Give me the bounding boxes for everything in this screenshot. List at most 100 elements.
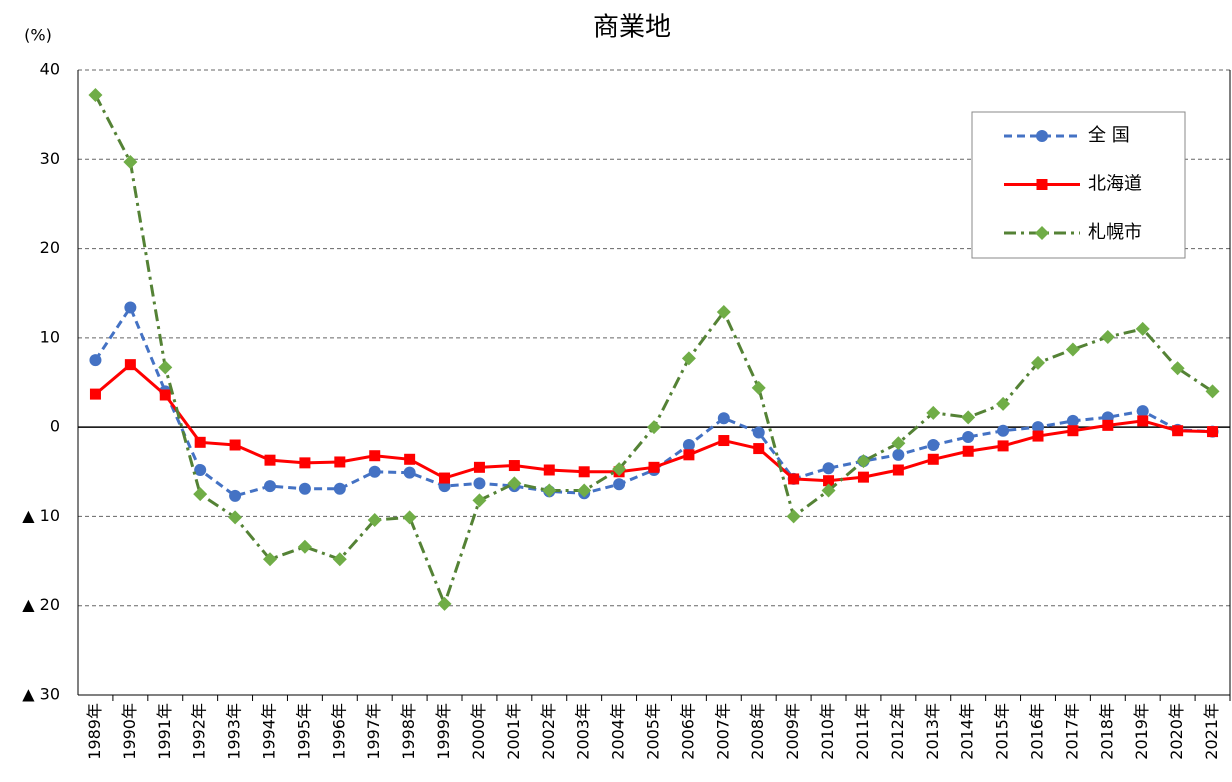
marker [752,426,765,439]
marker [996,396,1011,411]
y-tick-label: ▲ 30 [22,685,60,704]
marker [997,424,1010,437]
marker [542,483,557,498]
marker [194,464,207,476]
marker [334,456,346,468]
marker [229,489,242,502]
y-tick-label: 10 [40,327,60,346]
x-tick-label: 2005年 [644,703,663,760]
marker [159,389,171,401]
x-tick-label: 1998年 [399,703,418,760]
x-tick-label: 2020年 [1167,703,1186,760]
marker [927,439,940,451]
y-tick-label: ▲ 20 [22,595,60,614]
marker [228,510,243,525]
legend-marker [1036,130,1048,142]
marker [229,439,241,451]
marker [997,440,1009,452]
marker [404,453,416,465]
marker [578,466,590,478]
marker [1065,342,1080,357]
x-tick-label: 2016年 [1028,703,1047,760]
x-tick-label: 1993年 [225,703,244,760]
marker [508,460,520,472]
marker [1032,430,1044,442]
marker [1135,321,1150,336]
series [89,301,1219,502]
x-tick-label: 2021年 [1202,703,1221,760]
marker [822,462,835,475]
marker [1100,329,1115,344]
marker [1137,415,1149,427]
x-tick-label: 1999年 [434,703,453,760]
y-tick-label: ▲ 10 [22,506,60,525]
x-tick-label: 2014年 [958,703,977,760]
marker [299,457,311,469]
marker [962,445,974,457]
legend-label: 全 国 [1088,125,1130,146]
marker [264,454,276,466]
marker [647,420,661,435]
marker [648,461,660,473]
marker [856,454,871,469]
x-tick-label: 2008年 [748,703,767,760]
marker [473,461,485,473]
marker [821,483,836,498]
marker [437,596,452,611]
marker [857,471,869,483]
marker [1172,425,1184,437]
x-tick-label: 2013年 [923,703,942,760]
marker [124,359,136,371]
marker [1102,419,1114,431]
marker [264,480,276,493]
x-tick-label: 2000年 [469,703,488,760]
x-tick-label: 1992年 [190,703,209,760]
marker [612,462,627,477]
marker [682,439,695,451]
marker [1067,425,1079,437]
x-tick-label: 1991年 [155,703,174,760]
marker [439,472,451,484]
marker [158,360,173,375]
y-tick-label: 0 [50,417,60,436]
marker [823,475,835,487]
marker [88,88,103,102]
marker [681,351,696,366]
marker [369,450,381,462]
marker [89,388,101,400]
x-tick-label: 1996年 [329,703,348,760]
marker [786,509,801,524]
y-axis-label: (%) [24,26,52,45]
marker [613,478,626,491]
y-tick-label: 20 [40,238,60,257]
marker [1032,421,1044,434]
marker [751,380,766,395]
y-tick-label: 30 [40,149,60,168]
x-tick-label: 1994年 [260,703,279,760]
x-tick-label: 2011年 [853,703,872,760]
marker [368,465,381,478]
x-tick-label: 2004年 [609,703,628,760]
marker [472,493,487,508]
legend-marker [1036,179,1048,190]
series-line [94,304,1213,498]
marker [332,552,347,567]
marker [892,448,905,461]
x-tick-label: 2009年 [783,703,802,760]
marker [718,435,730,447]
marker [367,513,382,527]
series [88,88,1220,611]
marker [194,436,206,448]
x-tick-label: 2019年 [1132,703,1151,760]
x-tick-label: 1995年 [294,703,313,760]
x-tick-label: 2006年 [678,703,697,760]
series [89,359,1219,487]
marker [297,539,312,554]
marker [1136,405,1149,418]
marker [89,354,102,367]
marker [926,405,941,420]
x-tick-label: 1997年 [364,703,383,760]
marker [577,483,592,498]
marker [891,436,906,451]
x-tick-label: 2015年 [993,703,1012,760]
